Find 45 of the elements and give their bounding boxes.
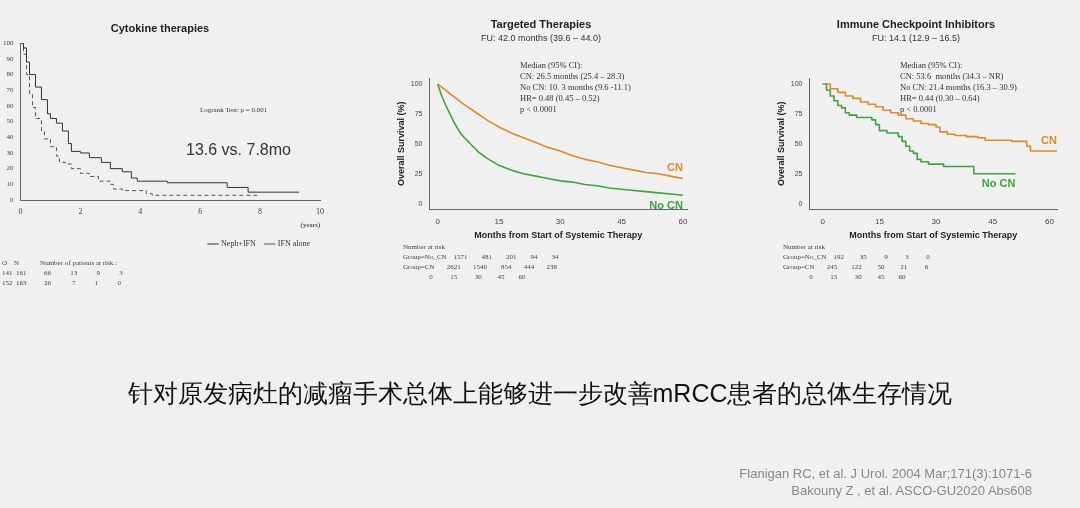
annotation: p < 0.0001 — [900, 104, 938, 115]
series-label: No CN — [981, 177, 1016, 190]
annotation: p < 0.0001 — [520, 104, 558, 115]
legend-label: Neph+IFN — [221, 239, 257, 249]
text: 针对原发病灶的减瘤手术总体上能够进一步改善mRCC患者的总体生存情况 — [126, 378, 954, 409]
y-axis-title: Overall Survival (%) — [775, 101, 786, 187]
series-label: No CN — [649, 198, 683, 211]
annotation: CN: 53.6 months (34.3 – NR) — [900, 71, 1005, 82]
x-tick-label: 30 — [931, 216, 942, 226]
text: Flanigan RC, et al. J Urol. 2004 Mar;171(3):1071-6 — [739, 465, 1032, 482]
x-tick-label: 2 — [78, 206, 83, 216]
chart-subtitle: FU: 14.1 (12.9 – 16.5) — [871, 33, 961, 44]
chart-title: Immune Checkpoint Inhibitors — [836, 17, 996, 30]
legend-label: IFN alone — [277, 239, 311, 249]
x-axis-title: Months from Start of Systemic Therapy — [849, 230, 1018, 241]
annotation: HR= 0.44 (0.30 – 0.64) — [900, 93, 981, 104]
x-tick-label: 0 — [18, 206, 23, 216]
annotation: 13.6 vs. 7.8mo — [186, 140, 291, 160]
text: Median (95% CI): — [900, 60, 964, 71]
x-tick-label: 0 — [435, 216, 441, 226]
x-tick-label: 15 — [494, 216, 504, 226]
chart-subtitle: FU: 42.0 months (39.6 – 44.0) — [480, 33, 602, 44]
text: Bakouny Z , et al. ASCO-GU2020 Abs608 — [790, 482, 1032, 499]
x-tick-label: 0 — [820, 216, 826, 226]
y-axis-title: Overall Survival (%) — [395, 101, 406, 187]
x-tick-label: 60 — [1044, 216, 1055, 226]
x-tick-label: 30 — [555, 216, 566, 226]
chart-title: Cytokine therapies — [110, 21, 210, 34]
annotation: CN: 26.5 months (25.4 – 28.3) — [520, 71, 626, 82]
x-tick-label: 6 — [198, 206, 203, 216]
x-tick-label: 45 — [617, 216, 627, 226]
annotation: No CN: 10. 3 months (9.6 -11.1) — [520, 82, 631, 93]
annotation: HR= 0.48 (0.45 – 0.52) — [520, 93, 601, 104]
x-tick-label: 8 — [258, 206, 263, 216]
chart-title: Targeted Therapies — [490, 17, 592, 30]
series-label: CN — [1041, 133, 1058, 146]
annotation: No CN: 21.4 months (16.3 – 30.9) — [900, 82, 1017, 93]
x-tick-label: 45 — [988, 216, 998, 226]
x-tick-label: 15 — [874, 216, 885, 226]
text: Median (95% CI): — [520, 60, 584, 71]
x-tick-label: 4 — [138, 206, 143, 216]
series-label: CN — [667, 161, 683, 174]
x-tick-label: 60 — [678, 216, 688, 226]
x-tick-label: 10 — [316, 206, 324, 216]
x-axis-title: Months from Start of Systemic Therapy — [474, 230, 643, 241]
